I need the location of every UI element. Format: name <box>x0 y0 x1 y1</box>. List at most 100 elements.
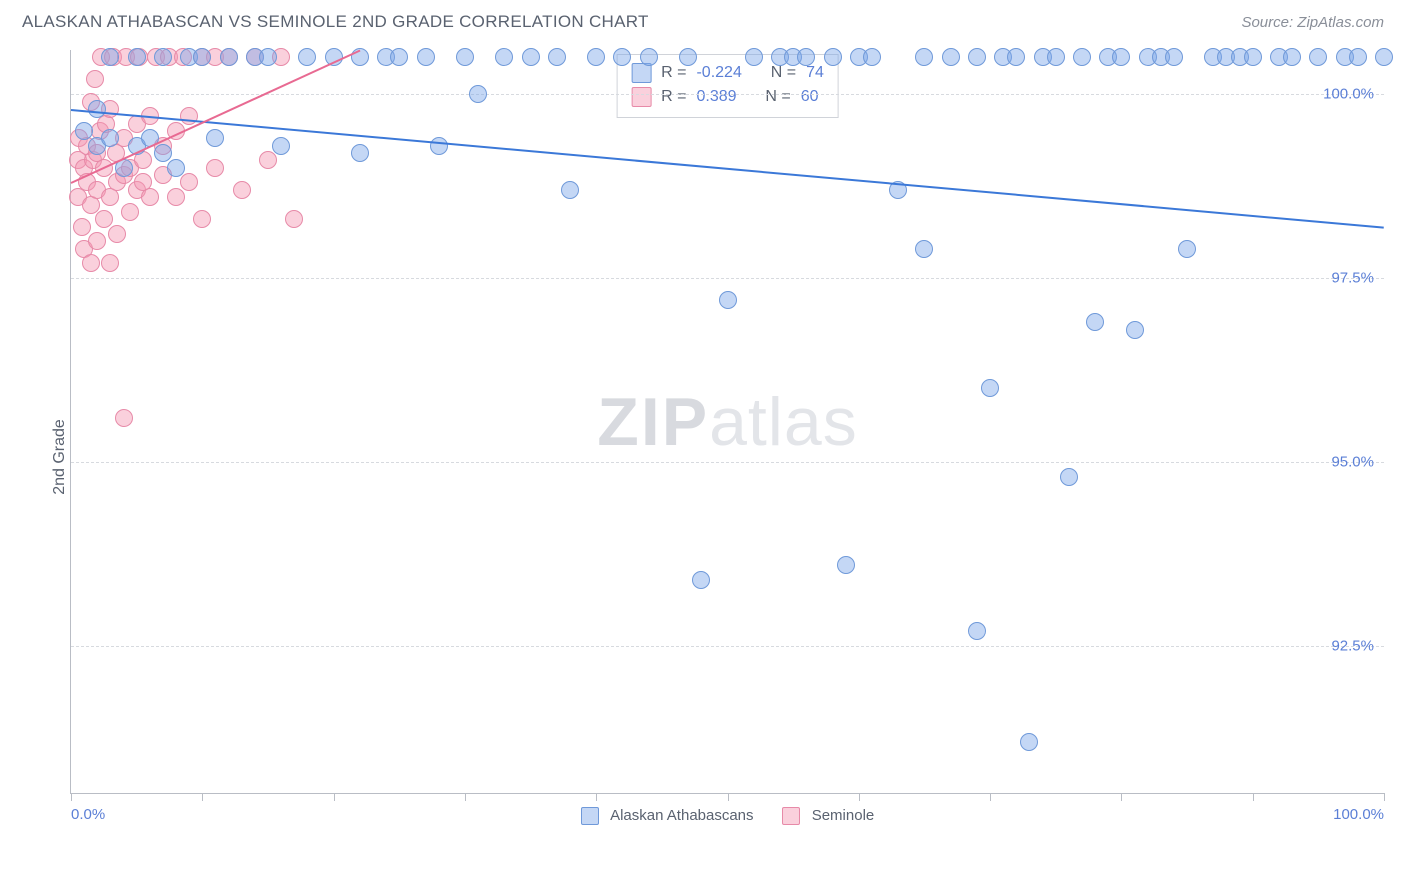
point-athabascan <box>430 137 448 155</box>
point-seminole <box>82 254 100 272</box>
point-athabascan <box>719 291 737 309</box>
point-seminole <box>180 173 198 191</box>
point-seminole <box>206 159 224 177</box>
point-athabascan <box>1178 240 1196 258</box>
point-athabascan <box>1060 468 1078 486</box>
point-athabascan <box>1073 48 1091 66</box>
point-athabascan <box>915 240 933 258</box>
point-athabascan <box>1283 48 1301 66</box>
point-athabascan <box>259 48 277 66</box>
plot-region: ZIPatlas R = -0.224 N = 74 R = 0.389 N =… <box>70 50 1384 794</box>
y-axis-title: 2nd Grade <box>51 419 69 495</box>
point-athabascan <box>220 48 238 66</box>
point-athabascan <box>1086 313 1104 331</box>
point-athabascan <box>745 48 763 66</box>
point-athabascan <box>456 48 474 66</box>
point-athabascan <box>193 48 211 66</box>
x-tick <box>71 793 72 801</box>
point-athabascan <box>561 181 579 199</box>
watermark-bold: ZIP <box>597 384 709 460</box>
x-tick <box>990 793 991 801</box>
x-tick <box>1384 793 1385 801</box>
y-tick-label: 92.5% <box>1331 637 1374 654</box>
point-seminole <box>88 232 106 250</box>
point-athabascan <box>692 571 710 589</box>
point-athabascan <box>1020 733 1038 751</box>
point-seminole <box>108 225 126 243</box>
point-athabascan <box>272 137 290 155</box>
point-athabascan <box>942 48 960 66</box>
point-athabascan <box>154 144 172 162</box>
point-athabascan <box>548 48 566 66</box>
legend-swatch-athabascan-icon <box>581 807 599 825</box>
point-athabascan <box>390 48 408 66</box>
point-seminole <box>101 254 119 272</box>
point-athabascan <box>1349 48 1367 66</box>
watermark: ZIPatlas <box>597 383 857 461</box>
point-athabascan <box>75 122 93 140</box>
legend-item-athabascan: Alaskan Athabascans <box>581 807 754 825</box>
stat-R-label: R = <box>661 85 686 109</box>
stat-N-label: N = <box>765 85 790 109</box>
point-athabascan <box>101 48 119 66</box>
point-athabascan <box>1112 48 1130 66</box>
point-athabascan <box>522 48 540 66</box>
x-tick <box>596 793 597 801</box>
x-tick <box>1253 793 1254 801</box>
point-athabascan <box>206 129 224 147</box>
point-athabascan <box>1375 48 1393 66</box>
x-tick <box>465 793 466 801</box>
legend-swatch-seminole-icon <box>782 807 800 825</box>
legend-label-athabascan: Alaskan Athabascans <box>610 807 753 824</box>
gridline <box>71 94 1384 95</box>
legend-label-seminole: Seminole <box>812 807 875 824</box>
point-athabascan <box>968 622 986 640</box>
point-athabascan <box>915 48 933 66</box>
x-tick <box>334 793 335 801</box>
point-athabascan <box>154 48 172 66</box>
stat-R-seminole: 0.389 <box>696 85 736 109</box>
point-athabascan <box>101 129 119 147</box>
point-athabascan <box>797 48 815 66</box>
point-seminole <box>180 107 198 125</box>
point-athabascan <box>167 159 185 177</box>
x-tick <box>202 793 203 801</box>
point-seminole <box>95 210 113 228</box>
y-tick-label: 95.0% <box>1331 453 1374 470</box>
point-athabascan <box>679 48 697 66</box>
point-seminole <box>121 203 139 221</box>
x-tick <box>728 793 729 801</box>
point-seminole <box>193 210 211 228</box>
point-athabascan <box>1047 48 1065 66</box>
point-seminole <box>86 70 104 88</box>
gridline <box>71 278 1384 279</box>
stats-row-seminole: R = 0.389 N = 60 <box>631 85 824 109</box>
point-seminole <box>73 218 91 236</box>
point-athabascan <box>837 556 855 574</box>
point-athabascan <box>1309 48 1327 66</box>
point-seminole <box>115 409 133 427</box>
point-athabascan <box>968 48 986 66</box>
point-athabascan <box>298 48 316 66</box>
point-seminole <box>285 210 303 228</box>
stat-R-athabascan: -0.224 <box>696 61 741 85</box>
point-athabascan <box>1007 48 1025 66</box>
x-tick <box>859 793 860 801</box>
point-athabascan <box>469 85 487 103</box>
legend-item-seminole: Seminole <box>782 807 875 825</box>
point-athabascan <box>1126 321 1144 339</box>
point-athabascan <box>587 48 605 66</box>
chart-area: 2nd Grade ZIPatlas R = -0.224 N = 74 R =… <box>22 50 1384 864</box>
point-athabascan <box>613 48 631 66</box>
gridline <box>71 646 1384 647</box>
point-athabascan <box>417 48 435 66</box>
point-seminole <box>141 188 159 206</box>
point-athabascan <box>824 48 842 66</box>
point-athabascan <box>981 379 999 397</box>
point-seminole <box>167 188 185 206</box>
point-athabascan <box>128 48 146 66</box>
point-athabascan <box>640 48 658 66</box>
point-athabascan <box>88 100 106 118</box>
chart-title: ALASKAN ATHABASCAN VS SEMINOLE 2ND GRADE… <box>22 12 649 32</box>
title-bar: ALASKAN ATHABASCAN VS SEMINOLE 2ND GRADE… <box>0 0 1406 40</box>
